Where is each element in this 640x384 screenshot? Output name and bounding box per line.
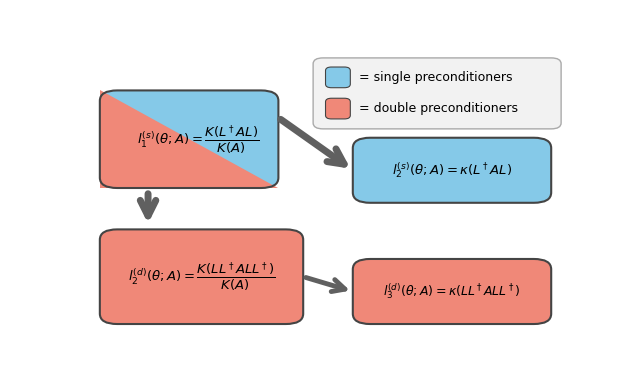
- Polygon shape: [100, 90, 278, 188]
- FancyBboxPatch shape: [313, 58, 561, 129]
- Text: $l_1^{(s)}(\theta;A) = \dfrac{K(L^\dagger AL)}{K(A)}$: $l_1^{(s)}(\theta;A) = \dfrac{K(L^\dagge…: [137, 123, 259, 156]
- FancyBboxPatch shape: [353, 138, 551, 203]
- Text: = double preconditioners: = double preconditioners: [359, 102, 518, 115]
- FancyBboxPatch shape: [326, 98, 350, 119]
- FancyBboxPatch shape: [326, 67, 350, 88]
- Text: $l_2^{(s)}(\theta;A) = \kappa(L^\dagger AL)$: $l_2^{(s)}(\theta;A) = \kappa(L^\dagger …: [392, 161, 512, 180]
- FancyBboxPatch shape: [353, 259, 551, 324]
- Text: = single preconditioners: = single preconditioners: [359, 71, 513, 84]
- Text: $l_2^{(d)}(\theta;A) = \dfrac{K(LL^\dagger ALL^\dagger)}{K(A)}$: $l_2^{(d)}(\theta;A) = \dfrac{K(LL^\dagg…: [128, 260, 275, 293]
- FancyBboxPatch shape: [100, 229, 303, 324]
- Text: $l_3^{(d)}(\theta;A) = \kappa(LL^\dagger ALL^\dagger)$: $l_3^{(d)}(\theta;A) = \kappa(LL^\dagger…: [383, 282, 521, 301]
- FancyBboxPatch shape: [100, 90, 278, 188]
